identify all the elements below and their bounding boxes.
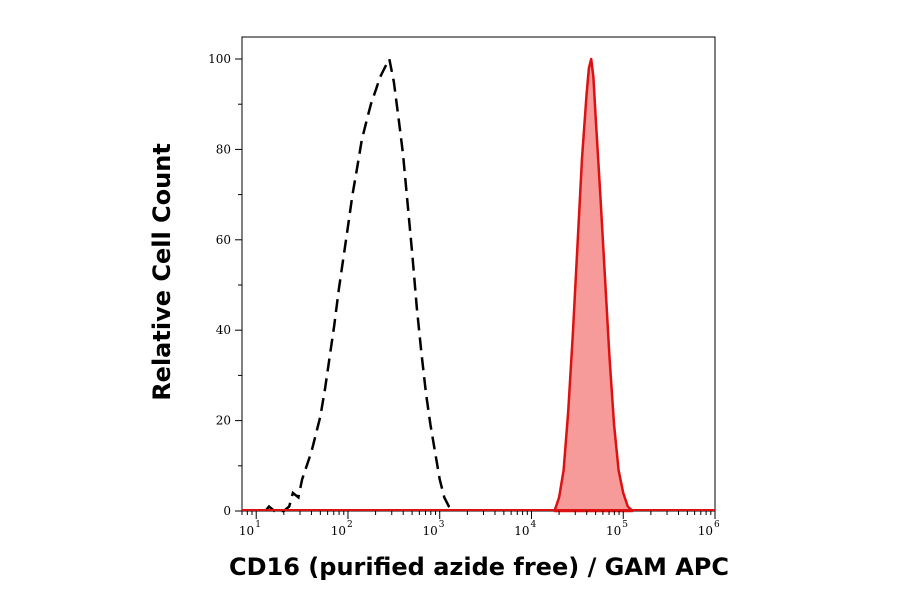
y-tick-label: 100 [208,52,231,66]
series-0-dashed-histogram [264,55,455,513]
x-tick-label: 10 [698,524,713,538]
x-tick-label: 10 [239,524,254,538]
y-axis-title: Relative Cell Count [148,143,176,401]
x-tick-label: 10 [422,524,437,538]
y-tick-label: 80 [216,142,231,156]
y-tick-label: 20 [216,414,231,428]
x-tick-label: 10 [514,524,529,538]
x-tick-exponent: 5 [622,520,628,530]
x-tick-exponent: 4 [530,520,536,530]
x-tick-exponent: 1 [255,520,261,530]
x-axis-title: CD16 (purified azide free) / GAM APC [229,553,729,581]
y-tick-label: 40 [216,323,231,337]
y-tick-label: 60 [216,233,231,247]
x-tick-exponent: 3 [439,520,445,530]
x-tick-label: 10 [606,524,621,538]
x-tick-exponent: 6 [714,520,720,530]
x-tick-exponent: 2 [347,520,353,530]
series-1-filled-histogram [553,57,634,513]
x-tick-label: 10 [331,524,346,538]
y-tick-label: 0 [223,504,231,518]
plot-frame [241,36,716,512]
